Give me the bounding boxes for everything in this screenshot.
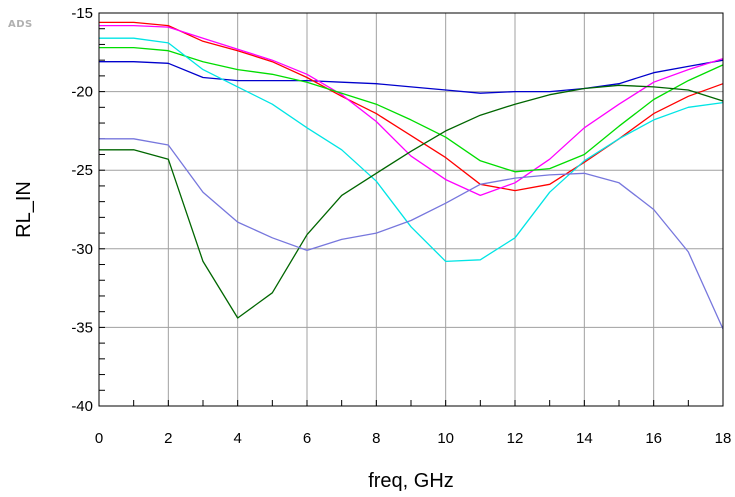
x-tick-label: 16 [645,430,662,447]
x-tick-label: 2 [164,430,172,447]
x-tick-label: 0 [95,430,103,447]
series-line-1 [99,59,724,94]
x-tick-label: 18 [715,430,732,447]
series-line-7 [99,138,724,330]
series-lines [99,21,724,330]
x-tick-label: 4 [233,430,241,447]
minor-ticks [98,12,724,407]
series-line-3 [99,24,724,197]
x-tick-label: 10 [437,430,454,447]
grid-lines [98,12,724,407]
y-tick-label: -35 [71,319,93,336]
y-axis-label: RL_IN [13,181,35,238]
series-line-5 [99,37,724,263]
series-line-2 [99,21,724,192]
plot-frame [98,12,724,407]
ads-logo: ADS [8,19,33,30]
y-tick-label: -25 [71,162,93,179]
y-tick-label: -20 [71,84,93,101]
x-tick-label: 12 [507,430,524,447]
series-line-4 [99,46,724,173]
x-tick-label: 8 [372,430,380,447]
y-tick-label: -40 [71,398,93,415]
x-tick-labels: 0 2 4 6 8 10 12 14 16 18 [95,430,732,447]
y-tick-label: -30 [71,241,93,258]
x-tick-label: 6 [303,430,311,447]
series-line-6 [99,84,724,319]
y-tick-label: -15 [71,5,93,22]
x-axis-label: freq, GHz [368,470,454,492]
x-tick-label: 14 [576,430,593,447]
y-tick-labels: -40 -35 -30 -25 -20 -15 [71,5,93,415]
